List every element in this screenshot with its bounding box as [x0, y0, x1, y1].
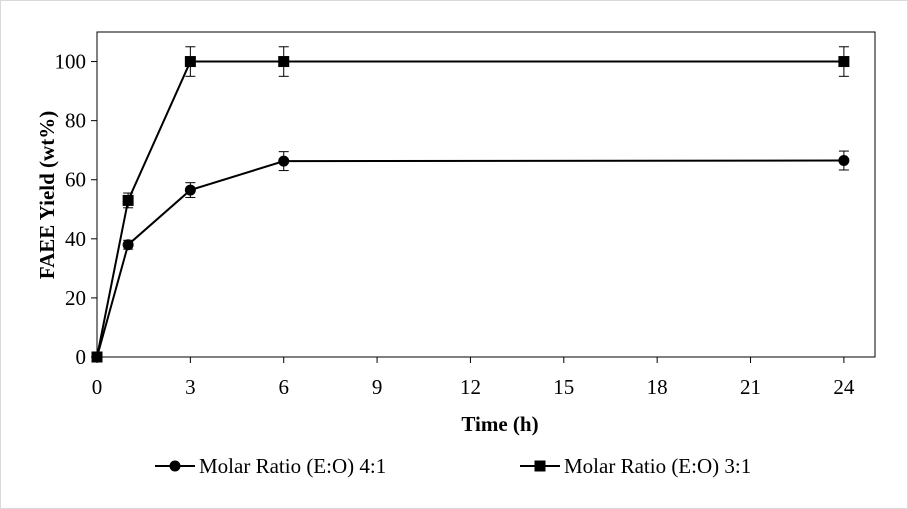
series-line: [96, 60, 844, 358]
x-tick-label: 6: [278, 375, 289, 399]
x-tick-label: 15: [553, 375, 574, 399]
x-tick-label: 21: [740, 375, 761, 399]
y-axis-ticks: 0 20 40 60 80 100: [55, 50, 97, 369]
x-tick-label: 24: [833, 375, 855, 399]
x-tick-label: 12: [460, 375, 481, 399]
x-axis-title: Time (h): [461, 412, 538, 436]
x-tick-label: 3: [185, 375, 196, 399]
series-2: [91, 46, 850, 363]
x-tick-label: 9: [372, 375, 383, 399]
data-point-square: [838, 56, 850, 68]
series-line: [96, 159, 844, 358]
y-tick-label: 80: [65, 109, 86, 133]
legend-marker-square: [534, 460, 546, 472]
data-point-square: [278, 56, 290, 68]
y-tick-label: 20: [65, 286, 86, 310]
data-point-square: [184, 56, 196, 68]
y-axis-title: FAEE Yield (wt%): [35, 111, 59, 279]
x-tick-label: 18: [647, 375, 668, 399]
data-point-circle: [122, 239, 134, 251]
y-tick-label: 0: [76, 345, 87, 369]
x-axis-ticks: 0 3 6 9 12 15 18 21 24: [92, 357, 855, 399]
y-tick-label: 40: [65, 227, 86, 251]
plot-area: [96, 31, 876, 358]
legend: Molar Ratio (E:O) 4:1 Molar Ratio (E:O) …: [155, 454, 751, 478]
x-tick-label: 0: [92, 375, 103, 399]
data-point-square: [122, 194, 134, 206]
series-1: [91, 150, 850, 363]
legend-label-series-1: Molar Ratio (E:O) 4:1: [199, 454, 386, 478]
data-point-square: [91, 351, 103, 363]
legend-label-series-2: Molar Ratio (E:O) 3:1: [564, 454, 751, 478]
data-point-circle: [838, 155, 850, 167]
y-tick-label: 100: [55, 50, 87, 74]
y-tick-label: 60: [65, 168, 86, 192]
legend-marker-circle: [169, 460, 181, 472]
data-point-circle: [184, 184, 196, 196]
data-point-circle: [278, 155, 290, 167]
series-layer: [91, 46, 850, 363]
